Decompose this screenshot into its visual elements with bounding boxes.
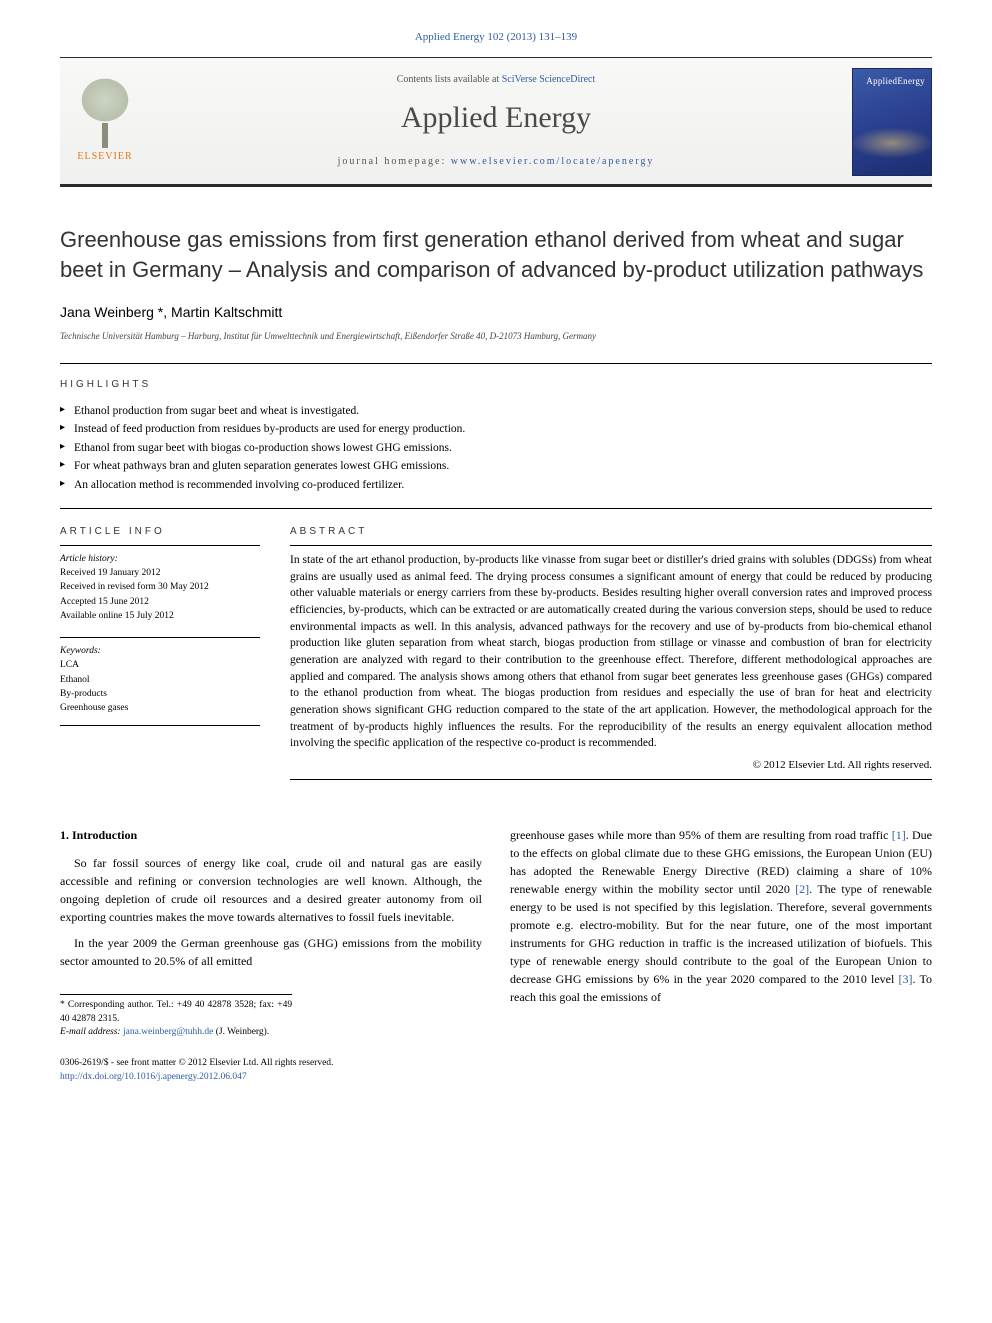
journal-banner: ELSEVIER Contents lists available at Sci… xyxy=(60,57,932,187)
divider xyxy=(60,545,260,546)
divider xyxy=(290,779,932,780)
abstract-text: In state of the art ethanol production, … xyxy=(290,552,932,752)
ref-link-2[interactable]: [2] xyxy=(795,882,809,896)
homepage-prefix: journal homepage: xyxy=(338,156,451,167)
divider xyxy=(60,725,260,726)
issn-line: 0306-2619/$ - see front matter © 2012 El… xyxy=(60,1057,932,1070)
history-head: Article history: xyxy=(60,552,260,566)
history-online: Available online 15 July 2012 xyxy=(60,609,260,623)
contents-prefix: Contents lists available at xyxy=(397,74,502,85)
paragraph: In the year 2009 the German greenhouse g… xyxy=(60,934,482,970)
keywords-block: Keywords: LCA Ethanol By-products Greenh… xyxy=(60,644,260,715)
paragraph: So far fossil sources of energy like coa… xyxy=(60,854,482,926)
cover-title: AppliedEnergy xyxy=(853,69,931,88)
email-label: E-mail address: xyxy=(60,1027,123,1037)
highlights-section: HIGHLIGHTS Ethanol production from sugar… xyxy=(60,378,932,494)
highlights-label: HIGHLIGHTS xyxy=(60,378,932,392)
copyright-line: © 2012 Elsevier Ltd. All rights reserved… xyxy=(290,758,932,773)
article-history: Article history: Received 19 January 201… xyxy=(60,552,260,623)
text-run: greenhouse gases while more than 95% of … xyxy=(510,828,892,842)
text-run: . The type of renewable energy to be use… xyxy=(510,882,932,986)
divider xyxy=(60,637,260,638)
publisher-logo: ELSEVIER xyxy=(60,68,150,178)
affiliation: Technische Universität Hamburg – Harburg… xyxy=(60,330,932,343)
article-title: Greenhouse gas emissions from first gene… xyxy=(60,225,932,284)
ref-link-1[interactable]: [1] xyxy=(892,828,906,842)
section-heading-introduction: 1. Introduction xyxy=(60,826,482,844)
article-info-label: ARTICLE INFO xyxy=(60,525,260,539)
doi-link[interactable]: http://dx.doi.org/10.1016/j.apenergy.201… xyxy=(60,1072,247,1082)
abstract-label: ABSTRACT xyxy=(290,525,932,539)
highlight-item: Ethanol from sugar beet with biogas co-p… xyxy=(60,439,932,457)
body-columns: 1. Introduction So far fossil sources of… xyxy=(60,826,932,1039)
email-suffix: (J. Weinberg). xyxy=(213,1027,269,1037)
divider xyxy=(290,545,932,546)
author-names: Jana Weinberg *, Martin Kaltschmitt xyxy=(60,304,282,320)
keyword: Ethanol xyxy=(60,673,260,687)
abstract-column: ABSTRACT In state of the art ethanol pro… xyxy=(290,525,932,786)
corresponding-author-footnote: * Corresponding author. Tel.: +49 40 428… xyxy=(60,999,292,1026)
footer: 0306-2619/$ - see front matter © 2012 El… xyxy=(60,1057,932,1084)
keyword: By-products xyxy=(60,687,260,701)
authors: Jana Weinberg *, Martin Kaltschmitt xyxy=(60,303,932,323)
history-accepted: Accepted 15 June 2012 xyxy=(60,595,260,609)
highlight-item: For wheat pathways bran and gluten separ… xyxy=(60,457,932,475)
journal-homepage: journal homepage: www.elsevier.com/locat… xyxy=(338,155,655,169)
elsevier-tree-icon xyxy=(60,68,150,148)
history-revised: Received in revised form 30 May 2012 xyxy=(60,580,260,594)
cover-art-icon xyxy=(853,118,931,168)
journal-cover-thumbnail: AppliedEnergy xyxy=(852,68,932,176)
homepage-link[interactable]: www.elsevier.com/locate/apenergy xyxy=(451,156,655,167)
body-col-left: 1. Introduction So far fossil sources of… xyxy=(60,826,482,1039)
history-received: Received 19 January 2012 xyxy=(60,566,260,580)
article-info-column: ARTICLE INFO Article history: Received 1… xyxy=(60,525,260,786)
body-col-right: greenhouse gases while more than 95% of … xyxy=(510,826,932,1039)
journal-reference: Applied Energy 102 (2013) 131–139 xyxy=(60,30,932,45)
paragraph: greenhouse gases while more than 95% of … xyxy=(510,826,932,1006)
email-footnote: E-mail address: jana.weinberg@tuhh.de (J… xyxy=(60,1026,292,1039)
footnote-block: * Corresponding author. Tel.: +49 40 428… xyxy=(60,994,292,1039)
divider xyxy=(60,508,932,509)
ref-link-3[interactable]: [3] xyxy=(899,972,913,986)
publisher-name: ELSEVIER xyxy=(60,150,150,164)
sciencedirect-link[interactable]: SciVerse ScienceDirect xyxy=(502,74,596,85)
highlight-item: Ethanol production from sugar beet and w… xyxy=(60,402,932,420)
keyword: LCA xyxy=(60,658,260,672)
journal-name: Applied Energy xyxy=(338,97,655,139)
keyword: Greenhouse gases xyxy=(60,701,260,715)
highlight-item: An allocation method is recommended invo… xyxy=(60,476,932,494)
author-email-link[interactable]: jana.weinberg@tuhh.de xyxy=(123,1027,213,1037)
divider xyxy=(60,363,932,364)
contents-list-label: Contents lists available at SciVerse Sci… xyxy=(338,73,655,87)
highlight-item: Instead of feed production from residues… xyxy=(60,420,932,438)
keywords-head: Keywords: xyxy=(60,644,260,658)
